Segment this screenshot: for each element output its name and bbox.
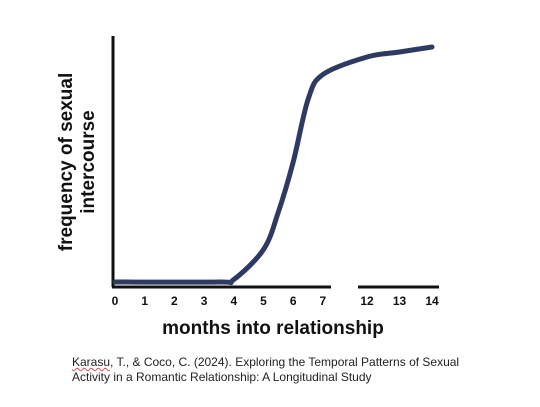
- x-tick-labels: 0 1 2 3 4 5 6 7 12 13 14: [112, 294, 439, 308]
- x-tick-label-4: 4: [230, 294, 237, 308]
- citation-author: Karasu: [72, 355, 111, 369]
- x-tick-label-5: 5: [260, 294, 267, 308]
- x-tick-label-0: 0: [112, 294, 119, 308]
- citation-line-1: Karasu, T., & Coco, C. (2024). Exploring…: [72, 355, 512, 370]
- x-tick-label-14: 14: [425, 294, 439, 308]
- y-axis-title-line-2: intercourse: [78, 110, 99, 213]
- x-tick-label-12: 12: [360, 294, 374, 308]
- y-axis-title: frequency of sexual intercourse: [56, 73, 99, 251]
- series-curve: [112, 44, 435, 286]
- y-axis-title-line-1: frequency of sexual: [56, 73, 77, 251]
- citation-line-1-rest: , T., & Coco, C. (2024). Exploring the T…: [110, 355, 460, 369]
- x-tick-label-6: 6: [290, 294, 297, 308]
- x-tick-label-13: 13: [393, 294, 407, 308]
- citation-line-2: Activity in a Romantic Relationship: A L…: [72, 370, 372, 384]
- x-tick-label-7: 7: [320, 294, 327, 308]
- x-axis-title: months into relationship: [162, 318, 384, 339]
- citation: Karasu, T., & Coco, C. (2024). Exploring…: [72, 355, 512, 385]
- x-tick-label-3: 3: [201, 294, 208, 308]
- x-tick-label-2: 2: [171, 294, 178, 308]
- x-tick-label-1: 1: [141, 294, 148, 308]
